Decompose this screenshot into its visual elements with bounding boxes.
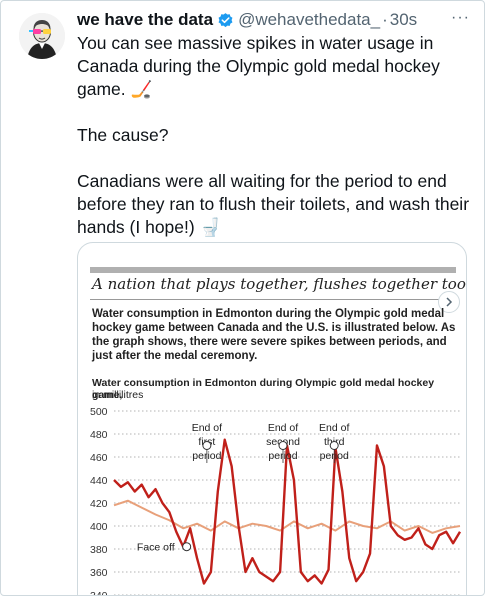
tweet-text: You can see massive spikes in water usag…: [77, 32, 472, 239]
verified-badge-icon: [218, 12, 233, 27]
next-image-button[interactable]: [438, 291, 460, 313]
third-period-marker: [329, 441, 339, 450]
first-period-label-line1: End of: [192, 422, 222, 434]
tweet-paragraph-1: You can see massive spikes in water usag…: [77, 33, 440, 99]
second-period-label-line1: End of: [268, 422, 298, 434]
second-period-marker: [278, 441, 288, 450]
avatar[interactable]: [19, 13, 65, 59]
article-divider: [90, 299, 456, 300]
y-tick-label: 440: [90, 475, 108, 487]
handle[interactable]: @wehavethedata_: [238, 10, 381, 29]
more-options-icon[interactable]: ···: [451, 9, 470, 26]
avatar-illustration: [19, 13, 65, 59]
tweet-media-image[interactable]: A nation that plays together, flushes to…: [77, 242, 467, 596]
water-consumption-chart: 340 360 380 400 420 440 460 480 500 Face off End …: [90, 406, 462, 596]
article-description: Water consumption in Edmonton during the…: [92, 308, 456, 362]
separator: ·: [382, 10, 388, 29]
face-off-marker: [182, 542, 192, 552]
tweet-paragraph-3: Canadians were all waiting for the perio…: [77, 171, 470, 237]
first-period-marker: [202, 441, 212, 450]
normal-demand-line: [113, 499, 461, 534]
timestamp[interactable]: 30s: [389, 10, 418, 29]
chevron-right-icon: [446, 297, 453, 307]
chart-unit-label: in millilitres: [92, 389, 144, 401]
tweet-paragraph-2: The cause?: [77, 125, 169, 145]
y-tick-label: 420: [90, 498, 108, 510]
y-tick-label: 500: [90, 406, 108, 418]
y-tick-label: 380: [90, 544, 108, 556]
display-name[interactable]: we have the data: [77, 10, 214, 29]
tweet-header: we have the data @wehavethedata_ · 30s: [77, 9, 472, 31]
face-off-label: Face off: [137, 542, 175, 554]
y-tick-label: 480: [90, 429, 108, 441]
article-title: A nation that plays together, flushes to…: [92, 275, 466, 293]
article-top-rule: [90, 267, 456, 273]
y-tick-label: 400: [90, 521, 108, 533]
third-period-label-line1: End of: [319, 422, 349, 434]
chart-title: Water consumption in Edmonton during Oly…: [92, 377, 435, 401]
y-tick-label: 340: [90, 590, 108, 596]
y-tick-label: 360: [90, 567, 108, 579]
y-tick-label: 460: [90, 452, 108, 464]
